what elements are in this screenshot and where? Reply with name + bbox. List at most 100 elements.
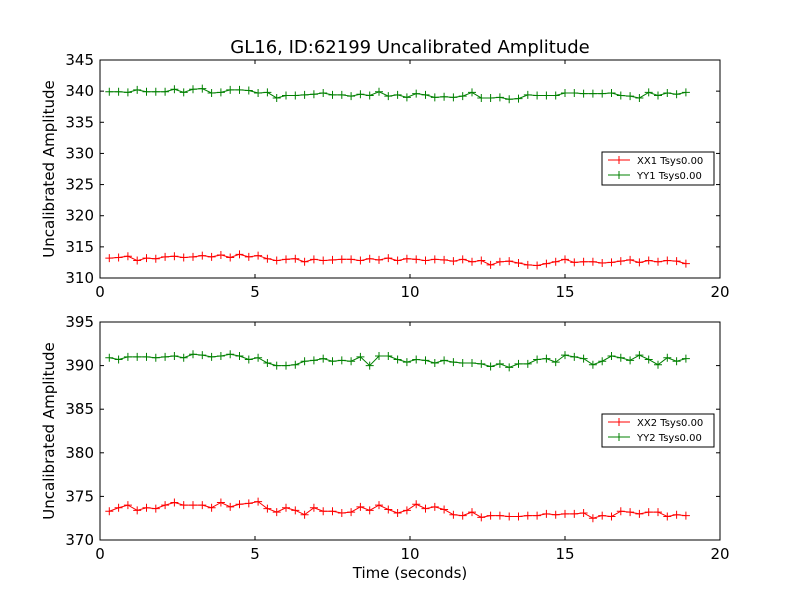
- data-point: [393, 508, 402, 517]
- data-point: [421, 504, 430, 513]
- data-point: [402, 254, 411, 263]
- y-tick-label: 310: [65, 269, 94, 287]
- data-point: [523, 359, 532, 368]
- y-axis-label: Uncalibrated Amplitude: [40, 80, 58, 257]
- data-point: [663, 89, 672, 98]
- data-point: [598, 259, 607, 268]
- data-point: [598, 89, 607, 98]
- data-point: [356, 502, 365, 511]
- data-point: [458, 255, 467, 264]
- data-point: [542, 509, 551, 518]
- data-point: [105, 507, 114, 516]
- data-point: [654, 257, 662, 266]
- data-point: [430, 502, 439, 511]
- data-point: [616, 257, 625, 266]
- data-point: [347, 92, 356, 101]
- data-point: [151, 353, 160, 362]
- data-point: [468, 88, 476, 97]
- data-point: [458, 92, 467, 101]
- data-point: [477, 93, 486, 102]
- data-point: [114, 87, 123, 96]
- data-point: [514, 259, 523, 268]
- data-point: [123, 352, 132, 361]
- data-point: [235, 352, 244, 361]
- data-point: [226, 85, 235, 94]
- data-point: [412, 500, 421, 509]
- data-point: [681, 354, 690, 363]
- data-point: [337, 90, 346, 99]
- data-point: [347, 255, 356, 264]
- data-point: [384, 92, 393, 101]
- data-point: [216, 88, 225, 97]
- data-point: [533, 91, 542, 100]
- data-point: [672, 510, 681, 519]
- data-point: [263, 88, 272, 97]
- y-tick-label: 345: [65, 51, 94, 69]
- data-point: [672, 90, 681, 99]
- data-point: [430, 255, 439, 264]
- x-tick-label: 20: [710, 283, 729, 301]
- y-tick-label: 315: [65, 238, 94, 256]
- data-point: [579, 257, 588, 266]
- data-point: [421, 90, 430, 99]
- data-point: [468, 508, 476, 517]
- data-point: [347, 508, 356, 517]
- data-point: [151, 254, 160, 263]
- data-point: [523, 90, 532, 99]
- data-point: [393, 90, 402, 99]
- data-point: [477, 256, 486, 265]
- y-tick-label: 370: [65, 531, 94, 549]
- data-point: [505, 363, 514, 372]
- data-point: [458, 511, 467, 520]
- data-point: [505, 257, 514, 266]
- data-point: [291, 360, 300, 369]
- data-point: [449, 358, 458, 367]
- data-point: [189, 501, 197, 510]
- data-point: [681, 259, 690, 268]
- data-point: [347, 357, 356, 366]
- data-point: [142, 352, 151, 361]
- data-point: [523, 511, 532, 520]
- data-point: [282, 361, 290, 370]
- data-point: [384, 505, 393, 514]
- legend-marker: [615, 433, 623, 441]
- data-point: [263, 254, 272, 263]
- data-point: [207, 252, 216, 261]
- x-tick-label: 10: [400, 545, 419, 563]
- data-point: [179, 253, 188, 262]
- data-point: [328, 90, 337, 99]
- x-tick-label: 15: [555, 545, 574, 563]
- data-point: [300, 510, 309, 519]
- data-point: [468, 358, 476, 367]
- data-point: [663, 353, 672, 362]
- data-point: [514, 94, 523, 103]
- data-point: [179, 88, 188, 97]
- data-point: [430, 358, 439, 367]
- data-point: [170, 352, 179, 361]
- data-point: [654, 508, 662, 517]
- data-point: [244, 355, 253, 364]
- data-point: [440, 505, 449, 514]
- data-point: [207, 503, 216, 512]
- data-point: [254, 497, 263, 506]
- data-point: [626, 356, 635, 365]
- data-point: [105, 254, 114, 263]
- data-point: [179, 353, 188, 362]
- data-point: [663, 256, 672, 265]
- data-point: [123, 88, 132, 97]
- data-point: [189, 350, 197, 359]
- data-point: [235, 500, 244, 509]
- data-point: [319, 89, 328, 98]
- data-point: [291, 506, 300, 515]
- data-point: [337, 255, 346, 264]
- data-point: [254, 89, 263, 98]
- data-point: [198, 501, 207, 510]
- data-point: [263, 504, 272, 513]
- data-point: [542, 259, 551, 268]
- data-point: [309, 90, 318, 99]
- data-point: [579, 354, 588, 363]
- data-point: [607, 258, 616, 267]
- data-point: [328, 357, 337, 366]
- data-point: [365, 506, 374, 515]
- data-point: [254, 353, 263, 362]
